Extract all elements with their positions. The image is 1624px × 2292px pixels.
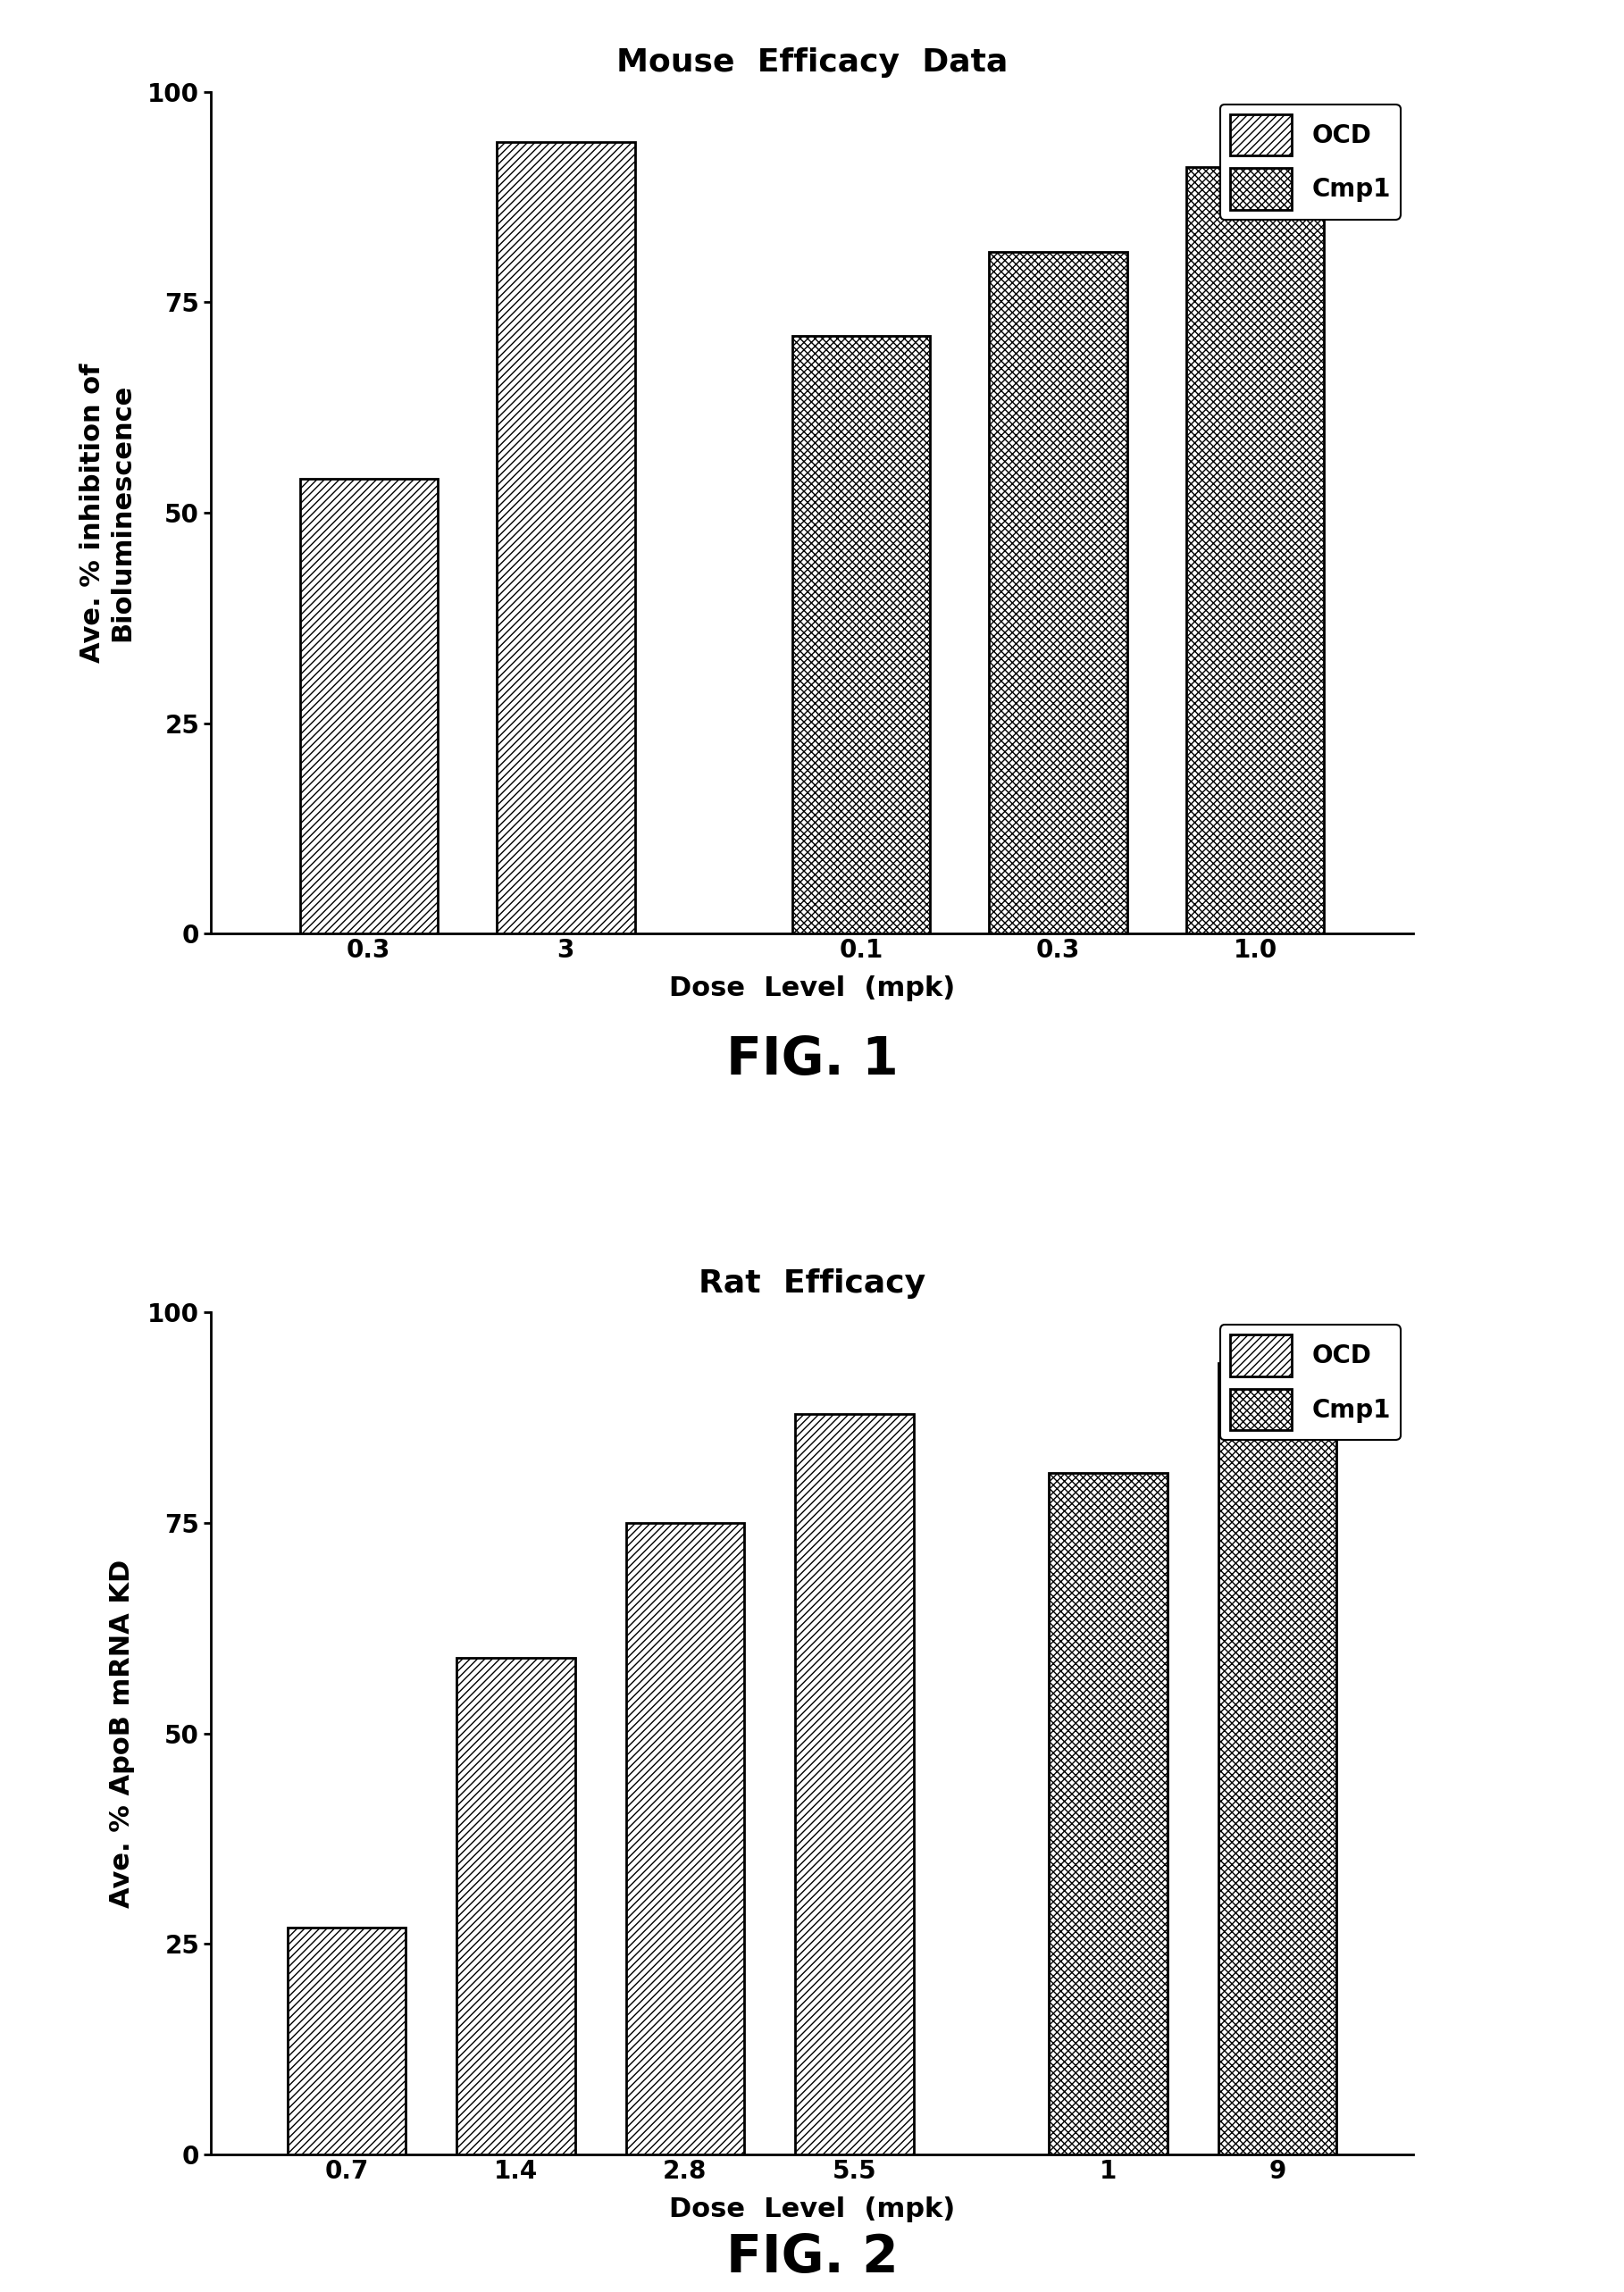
Text: FIG. 1: FIG. 1 [726,1034,898,1084]
Bar [1049,1471,1168,2154]
Legend: OCD, Cmp1: OCD, Cmp1 [1220,103,1400,220]
Bar [300,479,438,933]
Text: FIG. 2: FIG. 2 [726,2232,898,2283]
X-axis label: Dose  Level  (mpk): Dose Level (mpk) [669,2196,955,2223]
Bar [456,1657,575,2154]
Y-axis label: Ave. % ApoB mRNA KD: Ave. % ApoB mRNA KD [109,1559,135,1907]
Bar [287,1928,406,2154]
Bar [989,252,1127,933]
Bar [1218,1364,1337,2154]
Bar [796,1414,914,2154]
Bar [793,337,931,933]
Bar [497,142,635,933]
Title: Mouse  Efficacy  Data: Mouse Efficacy Data [615,48,1009,78]
Bar [625,1522,744,2154]
Bar [1186,167,1324,933]
Title: Rat  Efficacy: Rat Efficacy [698,1267,926,1300]
Y-axis label: Ave. % inhibition of
Bioluminescence: Ave. % inhibition of Bioluminescence [80,362,135,662]
Legend: OCD, Cmp1: OCD, Cmp1 [1220,1325,1400,1439]
X-axis label: Dose  Level  (mpk): Dose Level (mpk) [669,976,955,1002]
